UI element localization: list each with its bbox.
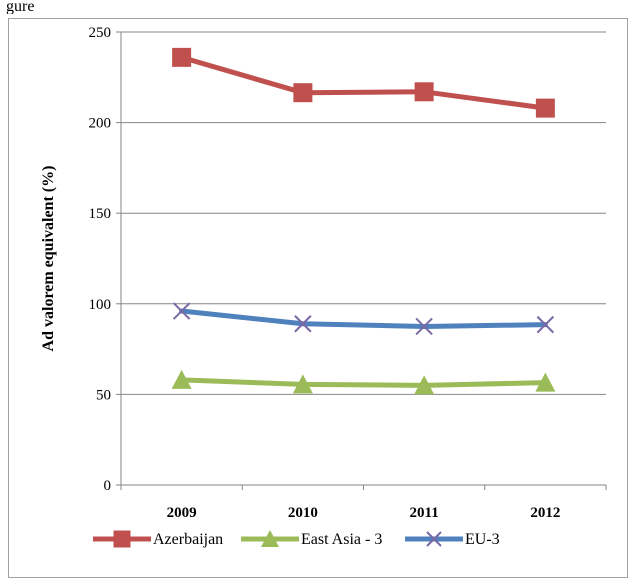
y-tick-label: 50	[96, 387, 111, 403]
legend-item: EU-3	[405, 531, 500, 548]
series-group	[171, 47, 556, 395]
legend-marker	[113, 530, 131, 548]
data-point-east-asia-3	[535, 372, 556, 392]
y-tick-label: 200	[89, 116, 112, 132]
caption-fragment: gure	[6, 0, 35, 14]
line-chart: 0 50 100 150 200 250 2009 2010 2011 2012 Ad valo…	[40, 25, 607, 548]
legend-marker	[261, 530, 279, 547]
y-tick-label: 0	[104, 478, 112, 494]
data-point-azerbaijan	[172, 47, 192, 67]
gridlines	[121, 31, 606, 395]
y-tick-label: 250	[89, 25, 112, 41]
data-point-azerbaijan	[535, 98, 555, 118]
y-tick-label: 100	[89, 297, 112, 313]
series-line-azerbaijan	[179, 54, 548, 111]
data-point-eu-3	[415, 317, 433, 336]
y-tick-labels: 0 50 100 150 200 250	[89, 25, 112, 494]
y-axis-title: Ad valorem equivalent (%)	[40, 166, 57, 352]
legend-label: EU-3	[465, 531, 500, 548]
legend-marker	[426, 531, 442, 547]
data-point-azerbaijan	[414, 82, 434, 102]
y-tick-label: 150	[89, 206, 112, 222]
legend-item: East Asia - 3	[241, 530, 382, 548]
data-point-east-asia-3	[171, 369, 192, 389]
x-tick-label: 2010	[288, 505, 318, 521]
series-eu-3	[172, 302, 555, 336]
legend-label: Azerbaijan	[153, 531, 223, 548]
legend-item: Azerbaijan	[93, 530, 223, 548]
legend: Azerbaijan East Asia - 3 EU-3	[93, 530, 500, 548]
series-line-eu-3	[179, 308, 548, 329]
x-tick-labels: 2009 2010 2011 2012	[167, 505, 561, 521]
data-point-eu-3	[172, 302, 191, 320]
data-point-east-asia-3	[414, 375, 435, 395]
x-tick-label: 2009	[167, 505, 197, 521]
data-point-eu-3	[536, 315, 555, 334]
series-azerbaijan	[172, 47, 555, 118]
x-tick-label: 2011	[410, 505, 439, 521]
axes	[116, 31, 607, 490]
data-point-azerbaijan	[293, 83, 313, 103]
legend-label: East Asia - 3	[301, 531, 382, 548]
series-line-east-asia-3	[179, 377, 548, 388]
data-point-east-asia-3	[292, 374, 313, 394]
series-east-asia-3	[171, 369, 556, 395]
data-point-eu-3	[294, 315, 312, 333]
chart-frame: 0 50 100 150 200 250 2009 2010 2011 2012 Ad valo…	[8, 18, 628, 578]
x-tick-label: 2012	[530, 505, 560, 521]
